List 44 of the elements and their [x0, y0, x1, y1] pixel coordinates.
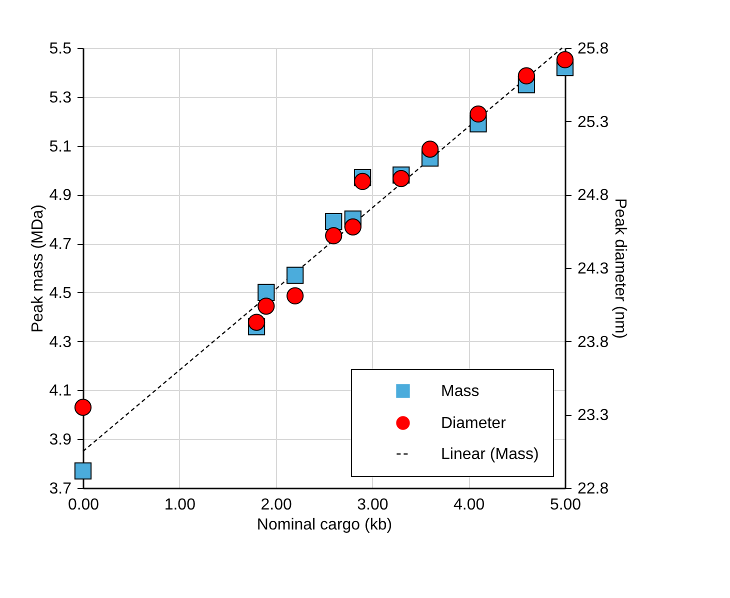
y2-tick-label: 25.3: [578, 114, 609, 131]
x-tick-label: 0.00: [68, 496, 100, 514]
y2-axis-title: Peak diameter (nm): [612, 198, 629, 339]
legend-label: Linear (Mass): [441, 446, 539, 463]
y-tick-label: 5.3: [49, 89, 72, 106]
y2-tick-label: 25.8: [578, 40, 609, 58]
point: [354, 172, 372, 190]
point: [325, 212, 342, 230]
y2-tick-label: 23.8: [578, 334, 609, 351]
y-tick-label: 3.7: [49, 480, 72, 498]
point: [344, 218, 362, 236]
x-tick-label: 3.00: [357, 496, 388, 514]
point: [470, 105, 487, 123]
x-tick-label: 2.00: [260, 496, 292, 514]
point: [74, 462, 92, 480]
y-tick-label: 4.9: [49, 187, 72, 204]
point: [286, 287, 304, 304]
y-tick-label: 4.5: [49, 284, 72, 302]
y-tick-label: 3.9: [49, 432, 72, 449]
point: [556, 51, 574, 68]
y-axis-title: Peak mass (MDa): [29, 204, 46, 333]
point: [258, 298, 275, 315]
y2-tick-label: 24.8: [578, 187, 609, 204]
point: [286, 266, 304, 284]
point: [325, 227, 342, 244]
point: [74, 398, 92, 416]
x-axis-title: Nominal cargo (kb): [256, 516, 392, 534]
point: [392, 170, 410, 188]
point: [248, 314, 266, 331]
y-tick-label: 5.5: [49, 40, 72, 58]
y2-tick-label: 23.3: [578, 407, 609, 424]
x-tick-label: 5.00: [550, 496, 582, 514]
y-tick-label: 4.3: [49, 334, 72, 351]
y2-tick-label: 22.8: [578, 480, 609, 498]
legend-label: Mass: [441, 383, 480, 400]
y-tick-label: 4.7: [49, 236, 72, 254]
y-tick-label: 4.1: [49, 382, 72, 400]
legend-label: Diameter: [441, 415, 507, 432]
y-tick-label: 5.1: [49, 138, 72, 156]
point: [518, 67, 535, 84]
x-tick-label: 1.00: [164, 496, 196, 514]
point: [421, 140, 439, 158]
x-tick-label: 4.00: [454, 496, 485, 514]
y2-tick-label: 24.3: [578, 260, 609, 278]
